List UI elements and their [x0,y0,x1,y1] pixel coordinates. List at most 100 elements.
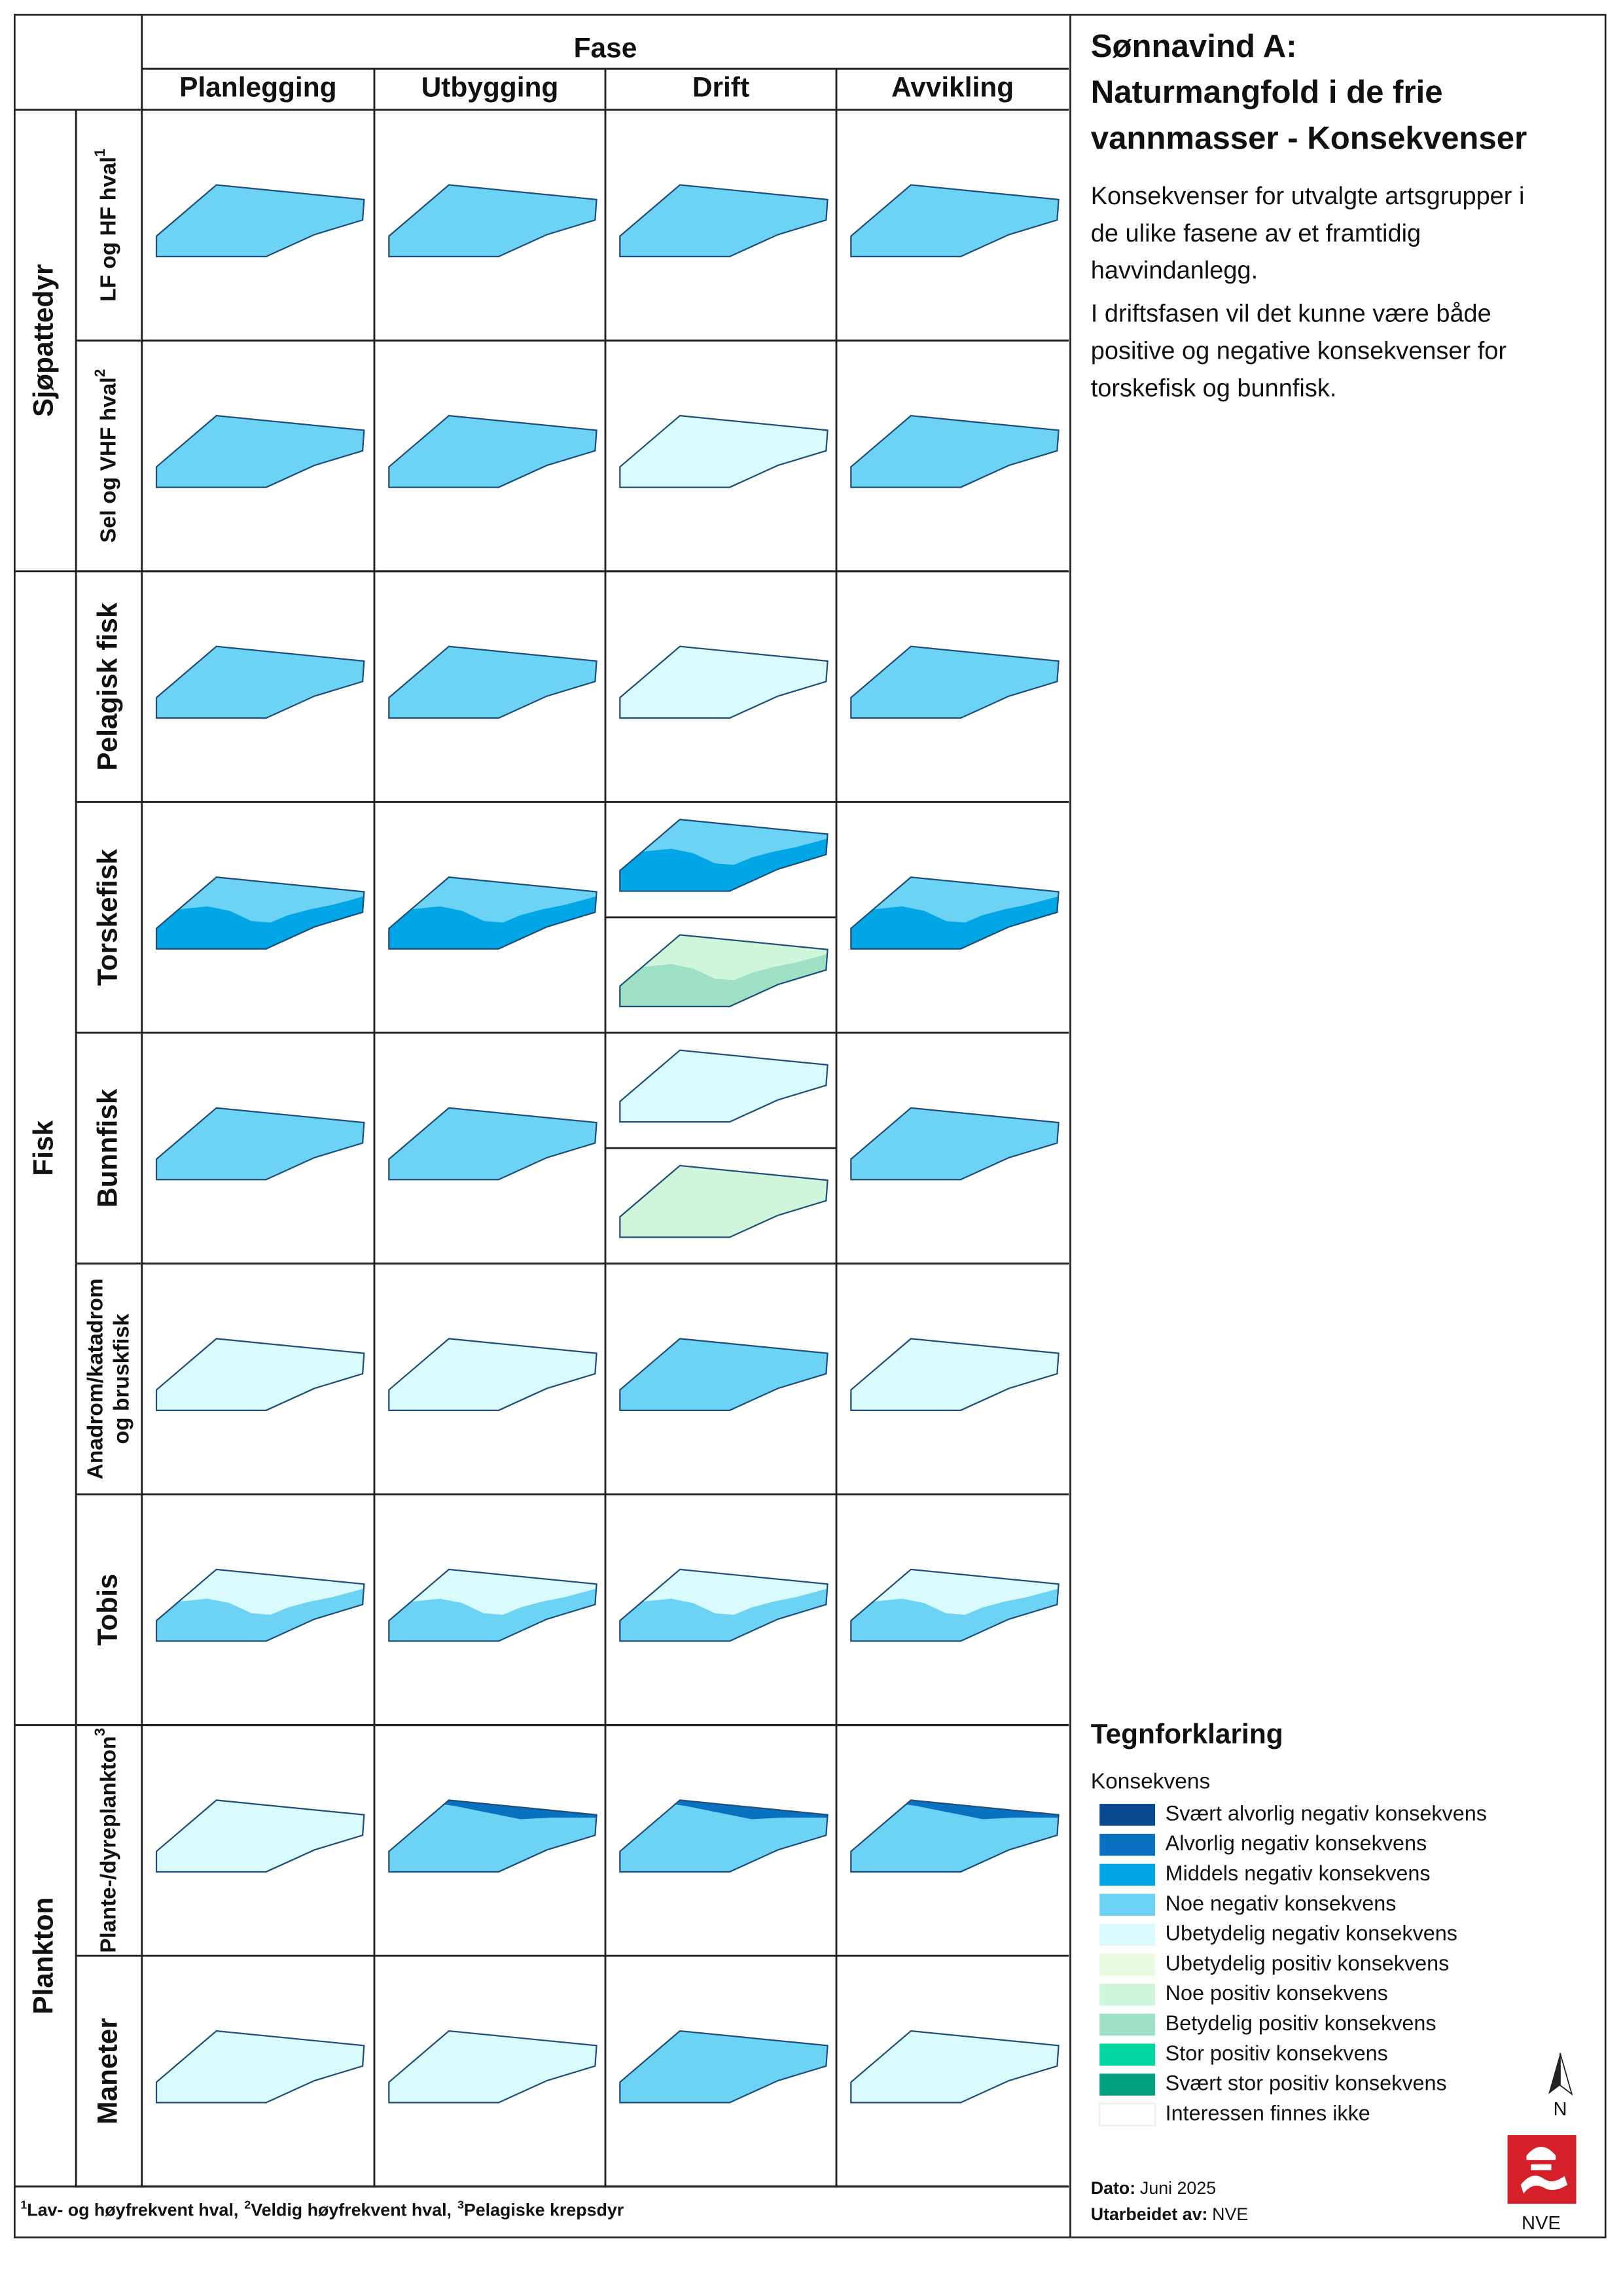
footnote-mark: 1 [20,2198,27,2211]
footnote-text: Veldig høyfrekvent hval, [251,2200,452,2219]
area-outline [388,1107,597,1181]
area-map [388,2030,597,2104]
legend-label: Svært stor positiv konsekvens [1166,2072,1447,2095]
row-label-text: Maneter [92,2018,123,2125]
legend-swatch [1099,1983,1156,2006]
row-label-text: Torskefisk [92,849,123,986]
footnote-mark: 2 [244,2198,251,2211]
area-base [620,416,828,488]
area-map [619,934,829,1007]
area-base [156,2031,365,2103]
area-map [850,414,1060,488]
area-outline [850,1107,1060,1181]
area-map [619,1164,829,1238]
group-label: Fisk [27,1120,58,1175]
description: positive og negative konsekvenser for [1091,338,1507,365]
row-label-text: Bunnfisk [92,1088,123,1208]
area-map [619,1568,829,1642]
date-value: Juni 2025 [1140,2178,1216,2198]
area-outline [619,645,829,719]
legend-label: Stor positiv konsekvens [1166,2041,1388,2065]
row-label-note: 1 [92,149,108,156]
author: Utarbeidet av: NVE [1091,2204,1249,2224]
phase-label: Utbygging [421,72,559,103]
area-upper [857,1569,1059,1617]
area-map [155,876,365,950]
area-base [156,416,365,488]
area-map [155,2030,365,2104]
area-outline [850,1799,1060,1873]
description: havvindanlegg. [1091,257,1258,285]
row-label-text: Sel og VHF hval [96,377,120,543]
area-outline [619,818,829,892]
group-label: Sjøpattedyr [27,264,58,417]
area-map [619,1049,829,1123]
footnote-mark: 3 [457,2198,464,2211]
area-outline [155,414,365,488]
row-label: LF og HF hval1 [92,149,120,302]
area-map [619,1338,829,1411]
area-upper [857,877,1059,924]
area-outline [850,184,1060,258]
area-map [155,1338,365,1411]
sheet-border [14,14,1607,2238]
row-label: Plante-/dyreplankton3 [92,1728,120,1953]
area-upper [395,1569,597,1617]
area-upper [626,819,828,867]
area-base [389,1338,597,1410]
area-base [156,1107,365,1180]
area-outline [388,645,597,719]
legend-label: Svært alvorlig negativ konsekvens [1166,1801,1487,1825]
area-outline [619,1338,829,1411]
author-value: NVE [1212,2204,1248,2224]
description: torskefisk og bunnfisk. [1091,375,1337,403]
area-outline [155,1107,365,1181]
legend-swatch [1099,2043,1156,2066]
area-map [388,1338,597,1411]
area-base [851,1800,1059,1872]
area-outline [850,645,1060,719]
area-base [620,1800,828,1872]
area-map [388,645,597,719]
area-base [156,185,365,257]
date-label: Dato: [1091,2178,1135,2198]
legend-swatch [1099,1924,1156,1946]
area-edge [675,1800,828,1820]
legend-label: Noe negativ konsekvens [1166,1892,1397,1915]
legend-swatch [1099,1863,1156,1886]
legend-swatch [1099,2013,1156,2036]
area-outline [388,184,597,258]
row-label-text: Anadrom/katadrom [83,1278,107,1479]
area-outline [155,876,365,950]
area-outline [850,1338,1060,1411]
area-outline [388,2030,597,2104]
legend-swatch [1099,1833,1156,1856]
area-outline [619,414,829,488]
row-label-note: 3 [92,1728,108,1736]
area-map [388,876,597,950]
area-outline [155,1568,365,1642]
logo-text: NVE [1522,2213,1561,2234]
area-outline [155,2030,365,2104]
area-map [850,1338,1060,1411]
legend-label: Alvorlig negativ konsekvens [1166,1831,1427,1855]
area-base [620,1338,828,1410]
area-map [850,645,1060,719]
description: I driftsfasen vil det kunne være både [1091,300,1491,328]
area-base [389,2031,597,2103]
north-arrow [1548,2053,1573,2096]
footnote: 1Lav- og høyfrekvent hval, 2Veldig høyfre… [20,2198,624,2219]
phase-label: Avvikling [891,72,1014,103]
area-map [619,414,829,488]
area-map [155,645,365,719]
area-outline [619,2030,829,2104]
area-base [620,2031,828,2103]
area-base [851,2031,1059,2103]
logo [1507,2135,1577,2204]
area-map [155,1568,365,1642]
area-base [389,646,597,719]
legend-swatch [1099,1804,1156,1826]
phase-label: Drift [692,72,749,103]
area-outline [850,876,1060,950]
area-base [389,416,597,488]
